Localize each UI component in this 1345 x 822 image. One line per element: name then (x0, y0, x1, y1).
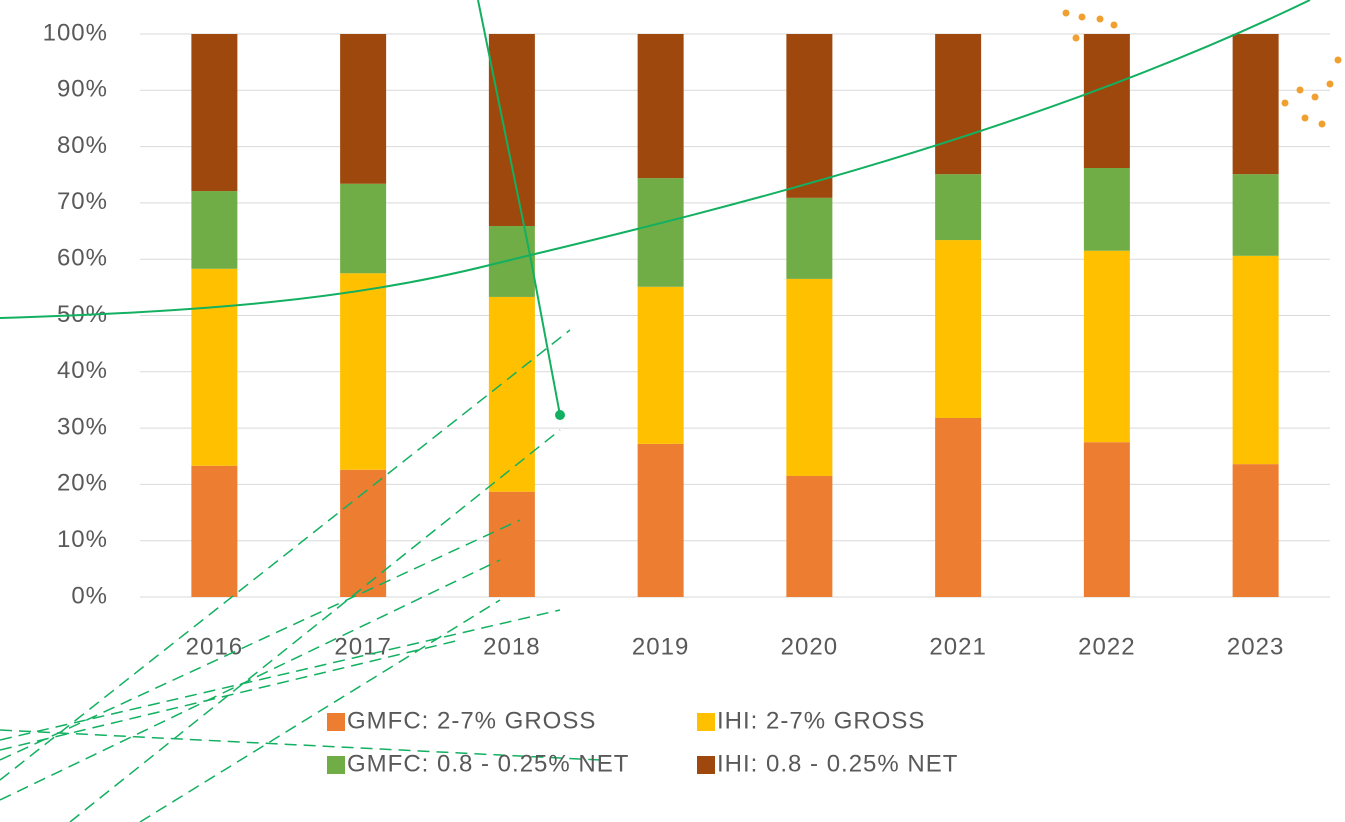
y-tick-label: 0% (71, 582, 108, 609)
bar-segment (786, 475, 833, 597)
y-tick-label: 40% (57, 357, 108, 384)
legend-label: IHI: 2-7% GROSS (717, 707, 925, 734)
x-tick-label: 2021 (929, 633, 986, 660)
bar-segment (340, 469, 387, 597)
bar-segment (340, 183, 387, 274)
y-tick-label: 70% (57, 188, 108, 215)
legend-label: GMFC: 0.8 - 0.25% NET (347, 750, 629, 777)
bar-segment (637, 286, 684, 444)
x-tick-label: 2020 (781, 633, 838, 660)
x-tick-label: 2018 (483, 633, 540, 660)
y-tick-label: 20% (57, 470, 108, 497)
bar-segment (191, 268, 238, 466)
bar-segment (191, 191, 238, 269)
bar-segment (1083, 442, 1130, 597)
deco-orange-dots (1062, 9, 1342, 128)
bar-segment (1232, 255, 1279, 465)
bar-segment (637, 34, 684, 179)
x-tick-label: 2016 (186, 633, 243, 660)
bar-segment (786, 197, 833, 279)
bar-segment (1232, 174, 1279, 256)
bar-segment (637, 443, 684, 597)
bar-segment (488, 491, 535, 597)
bar-segment (1083, 250, 1130, 443)
bar-segment (786, 278, 833, 476)
bar-segment (935, 417, 982, 597)
y-tick-label: 10% (57, 526, 108, 553)
legend-swatch (327, 756, 345, 774)
legend-label: GMFC: 2-7% GROSS (347, 707, 596, 734)
legend-label: IHI: 0.8 - 0.25% NET (717, 750, 958, 777)
legend-swatch (327, 713, 345, 731)
bar-segment (935, 240, 982, 418)
bar-segment (488, 296, 535, 492)
bar-segment (1083, 167, 1130, 251)
bar-segment (340, 34, 387, 184)
bar-segment (191, 465, 238, 597)
bar-segment (191, 34, 238, 192)
deco-dot (555, 410, 565, 420)
legend-swatch (697, 713, 715, 731)
bar-segment (935, 174, 982, 241)
x-tick-label: 2023 (1227, 633, 1284, 660)
bar-segment (786, 34, 833, 198)
legend: GMFC: 2-7% GROSS IHI: 2-7% GROSS GMFC: 0.8… (327, 707, 958, 777)
legend-swatch (697, 756, 715, 774)
bar-segment (1232, 34, 1279, 175)
x-tick-label: 2019 (632, 633, 689, 660)
plot: 0%10%20%30%40%50%60%70%80%90%100%2016 201… (43, 19, 1330, 660)
bar-segment (1232, 464, 1279, 597)
bar-segment (1083, 34, 1130, 168)
y-tick-label: 60% (57, 245, 108, 272)
bar-segment (637, 178, 684, 287)
y-tick-label: 30% (57, 413, 108, 440)
bar-segment (935, 34, 982, 175)
y-tick-label: 80% (57, 132, 108, 159)
y-tick-label: 100% (43, 19, 108, 46)
deco-line (477, 0, 561, 416)
y-tick-label: 90% (57, 76, 108, 103)
bar-segment (488, 34, 535, 226)
bar-segment (340, 273, 387, 470)
bar-segment (488, 225, 535, 297)
x-tick-label: 2022 (1078, 633, 1135, 660)
deco-dashes (0, 329, 601, 822)
